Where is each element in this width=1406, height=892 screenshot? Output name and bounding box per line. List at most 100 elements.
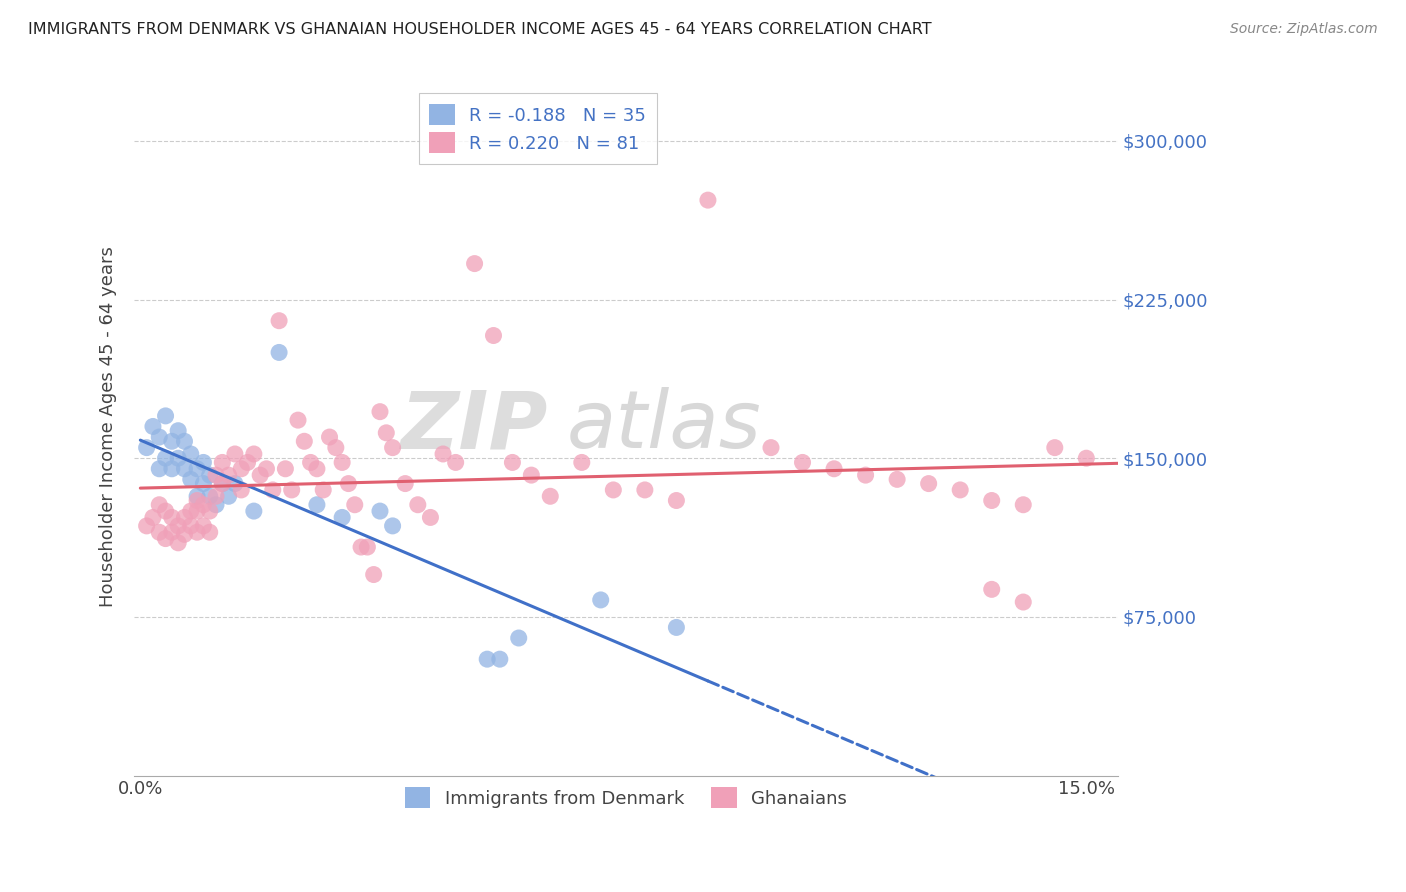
- Point: [381, 441, 404, 455]
- Point: [231, 462, 253, 476]
- Point: [186, 489, 208, 503]
- Point: [538, 489, 561, 503]
- Point: [135, 519, 157, 533]
- Point: [167, 519, 190, 533]
- Point: [186, 493, 208, 508]
- Point: [155, 409, 177, 423]
- Point: [501, 455, 523, 469]
- Point: [155, 504, 177, 518]
- Point: [363, 567, 385, 582]
- Point: [231, 483, 253, 497]
- Point: [173, 462, 195, 476]
- Point: [368, 504, 391, 518]
- Point: [135, 441, 157, 455]
- Point: [886, 472, 908, 486]
- Point: [198, 489, 221, 503]
- Point: [205, 468, 228, 483]
- Point: [180, 519, 202, 533]
- Point: [167, 536, 190, 550]
- Point: [665, 493, 688, 508]
- Point: [274, 462, 297, 476]
- Point: [444, 455, 467, 469]
- Point: [855, 468, 877, 483]
- Point: [406, 498, 429, 512]
- Point: [173, 510, 195, 524]
- Point: [155, 532, 177, 546]
- Point: [205, 498, 228, 512]
- Point: [1012, 498, 1035, 512]
- Point: [823, 462, 845, 476]
- Legend: Immigrants from Denmark, Ghanaians: Immigrants from Denmark, Ghanaians: [398, 780, 853, 815]
- Point: [520, 468, 543, 483]
- Point: [980, 582, 1002, 597]
- Point: [218, 489, 240, 503]
- Point: [193, 519, 215, 533]
- Point: [148, 430, 170, 444]
- Point: [1012, 595, 1035, 609]
- Point: [267, 314, 290, 328]
- Point: [193, 476, 215, 491]
- Point: [186, 462, 208, 476]
- Point: [262, 483, 284, 497]
- Point: [292, 434, 315, 449]
- Point: [142, 419, 165, 434]
- Point: [167, 424, 190, 438]
- Point: [198, 504, 221, 518]
- Point: [634, 483, 657, 497]
- Point: [224, 447, 246, 461]
- Point: [697, 193, 720, 207]
- Point: [325, 441, 347, 455]
- Point: [180, 504, 202, 518]
- Point: [218, 468, 240, 483]
- Point: [198, 525, 221, 540]
- Point: [1043, 441, 1066, 455]
- Point: [193, 498, 215, 512]
- Point: [167, 451, 190, 466]
- Point: [160, 525, 183, 540]
- Text: IMMIGRANTS FROM DENMARK VS GHANAIAN HOUSEHOLDER INCOME AGES 45 - 64 YEARS CORREL: IMMIGRANTS FROM DENMARK VS GHANAIAN HOUS…: [28, 22, 932, 37]
- Point: [312, 483, 335, 497]
- Point: [148, 525, 170, 540]
- Point: [381, 519, 404, 533]
- Point: [186, 504, 208, 518]
- Point: [330, 455, 353, 469]
- Point: [236, 455, 259, 469]
- Point: [571, 455, 593, 469]
- Point: [186, 525, 208, 540]
- Text: ZIP: ZIP: [399, 387, 547, 466]
- Point: [267, 345, 290, 359]
- Point: [477, 652, 499, 666]
- Point: [488, 652, 510, 666]
- Point: [193, 455, 215, 469]
- Point: [792, 455, 814, 469]
- Point: [917, 476, 939, 491]
- Text: Source: ZipAtlas.com: Source: ZipAtlas.com: [1230, 22, 1378, 37]
- Point: [211, 476, 233, 491]
- Point: [142, 510, 165, 524]
- Point: [160, 462, 183, 476]
- Point: [350, 540, 373, 554]
- Point: [419, 510, 441, 524]
- Point: [211, 455, 233, 469]
- Text: atlas: atlas: [567, 387, 762, 466]
- Point: [508, 631, 530, 645]
- Point: [665, 620, 688, 634]
- Point: [148, 462, 170, 476]
- Y-axis label: Householder Income Ages 45 - 64 years: Householder Income Ages 45 - 64 years: [100, 246, 117, 607]
- Point: [432, 447, 454, 461]
- Point: [224, 476, 246, 491]
- Point: [299, 455, 322, 469]
- Point: [368, 405, 391, 419]
- Point: [256, 462, 278, 476]
- Point: [482, 328, 505, 343]
- Point: [243, 447, 266, 461]
- Point: [205, 489, 228, 503]
- Point: [280, 483, 302, 497]
- Point: [249, 468, 271, 483]
- Point: [1076, 451, 1098, 466]
- Point: [211, 476, 233, 491]
- Point: [243, 504, 266, 518]
- Point: [980, 493, 1002, 508]
- Point: [949, 483, 972, 497]
- Point: [589, 593, 612, 607]
